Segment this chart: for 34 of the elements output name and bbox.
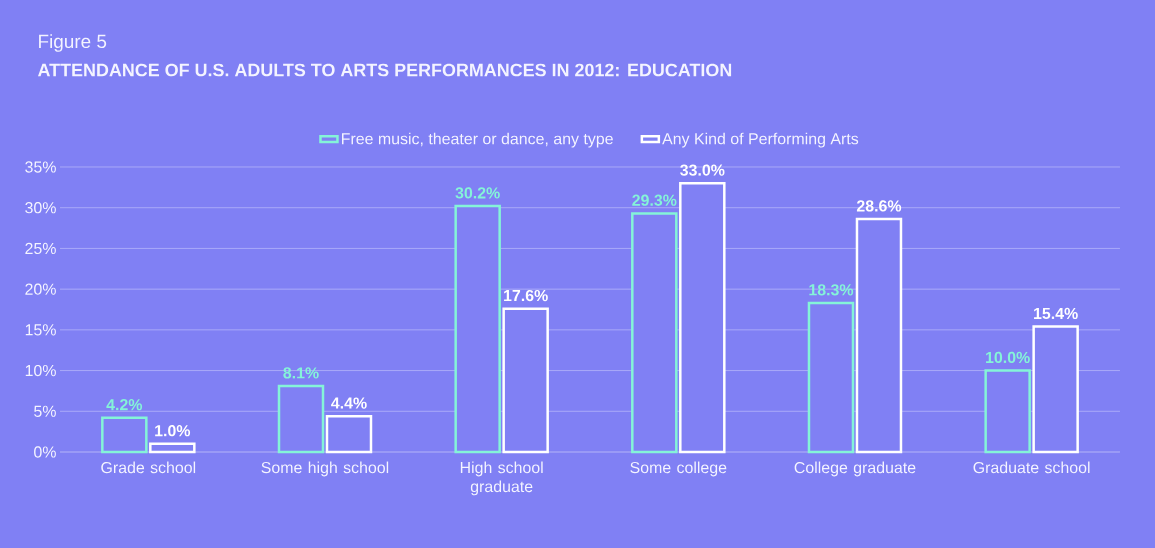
chart-title: Figure 5	[39, 34, 107, 52]
data-label: 4.2%	[106, 399, 143, 411]
x-tick-label: Some college	[630, 461, 727, 477]
bar	[325, 414, 373, 454]
y-tick-label: 20%	[25, 283, 56, 295]
y-tick-label: 35%	[25, 161, 56, 173]
legend-label: Any Kind of Performing Arts	[662, 132, 859, 148]
y-tick-label: 30%	[25, 202, 56, 214]
data-label: 1.0%	[155, 425, 191, 437]
y-tick-label: 10%	[25, 364, 56, 377]
data-label: 30.2%	[455, 187, 500, 199]
data-label: 28.6%	[856, 200, 902, 212]
x-tick-label: Graduate school	[973, 461, 1090, 474]
data-label: 4.4%	[331, 397, 367, 409]
x-tick-label: Grade school	[101, 461, 196, 474]
y-tick-label: 15%	[25, 324, 56, 336]
bar	[807, 301, 855, 454]
y-tick-label: 5%	[34, 405, 56, 417]
bar	[277, 384, 325, 454]
chart-subtitle: ATTENDANCE OF U.S. ADULTS TO ARTS PERFORMANCES IN 2012: EDUCATION	[37, 63, 732, 77]
x-tick-label: College graduate	[794, 461, 916, 477]
bar	[855, 217, 903, 454]
y-tick-label: 25%	[25, 242, 56, 255]
x-tick-label: High school graduate	[460, 461, 543, 496]
data-label: 33.0%	[680, 164, 725, 176]
legend-label: Free music, theater or dance, any type	[342, 132, 613, 148]
x-tick-label: Some high school	[261, 461, 389, 477]
data-label: 29.3%	[632, 194, 677, 206]
data-label: 15.4%	[1034, 307, 1078, 320]
data-label: 10.0%	[986, 351, 1030, 364]
data-label: 18.3%	[809, 284, 854, 296]
y-tick-label: 0%	[34, 446, 56, 458]
data-label: 17.6%	[504, 289, 548, 302]
data-label: 8.1%	[283, 367, 319, 379]
